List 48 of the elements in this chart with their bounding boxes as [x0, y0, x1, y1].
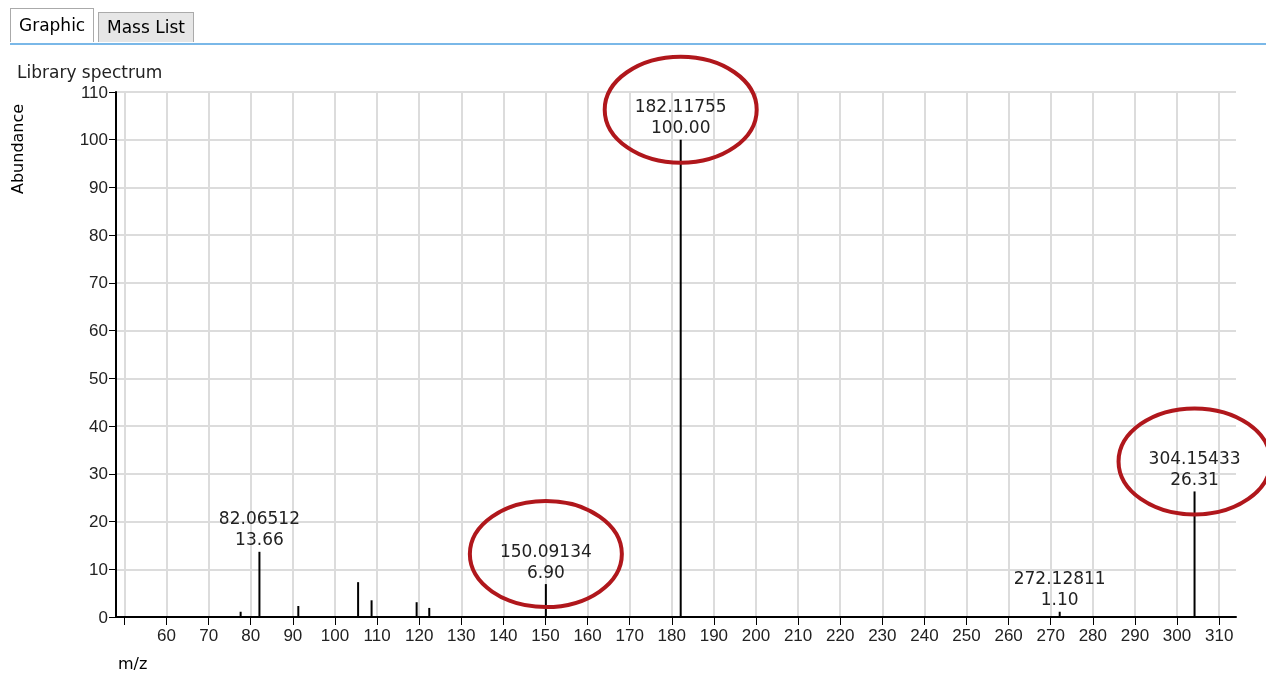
x-tick-label: 280 — [1078, 626, 1108, 645]
x-tick-label: 170 — [615, 626, 644, 645]
data-label: 182.11755 100.00 — [634, 96, 727, 138]
data-label: 150.09134 6.90 — [499, 540, 592, 582]
y-tick-label: 60 — [89, 321, 108, 341]
x-tick-label: 80 — [241, 626, 261, 645]
x-tick-label: 230 — [868, 626, 897, 645]
y-tick-label: 40 — [89, 416, 108, 436]
y-tick-label: 90 — [89, 177, 108, 197]
x-tick-label: 200 — [741, 626, 771, 645]
chart-title: Library spectrum — [17, 61, 163, 82]
x-tick-label: 140 — [489, 626, 518, 645]
x-tick-label: 120 — [404, 626, 434, 645]
x-tick-label: 260 — [994, 626, 1023, 645]
x-tick-label: 220 — [826, 626, 855, 645]
y-axis-title: Abundance — [8, 103, 27, 194]
x-tick-label: 250 — [952, 626, 981, 645]
x-tick-label: 300 — [1162, 626, 1192, 645]
y-tick-label: 30 — [89, 464, 108, 484]
x-tick-label: 160 — [573, 626, 602, 645]
x-tick-label: 290 — [1120, 626, 1150, 645]
x-tick-label: 60 — [157, 626, 176, 645]
x-tick-label: 190 — [699, 626, 729, 645]
y-tick-label: 0 — [98, 607, 108, 627]
x-tick-label: 210 — [783, 626, 813, 645]
y-tick-label: 110 — [80, 82, 108, 102]
data-label: 272.12811 1.10 — [1013, 568, 1106, 610]
y-tick-label: 10 — [89, 559, 108, 579]
x-tick-label: 70 — [199, 626, 219, 645]
y-tick-label: 80 — [89, 225, 108, 245]
x-tick-label: 110 — [363, 626, 391, 645]
text: Graphic — [10, 8, 95, 42]
x-tick-label: 240 — [910, 626, 939, 645]
text: Mass List — [98, 12, 194, 42]
x-tick-label: 150 — [531, 626, 560, 645]
x-tick-label: 100 — [320, 626, 350, 645]
x-tick-label: 130 — [447, 626, 476, 645]
y-tick-label: 100 — [79, 130, 108, 150]
data-label: 82.06512 13.66 — [218, 508, 300, 550]
x-tick-label: 270 — [1036, 626, 1065, 645]
y-tick-label: 20 — [89, 512, 108, 532]
x-axis-title: m/z — [118, 654, 148, 673]
data-label: 304.15433 26.31 — [1148, 447, 1241, 489]
x-tick-label: 90 — [283, 626, 303, 645]
x-tick-label: 180 — [657, 626, 686, 645]
x-tick-label: 310 — [1204, 626, 1234, 645]
y-tick-label: 50 — [89, 368, 108, 388]
y-tick-label: 70 — [89, 273, 108, 293]
